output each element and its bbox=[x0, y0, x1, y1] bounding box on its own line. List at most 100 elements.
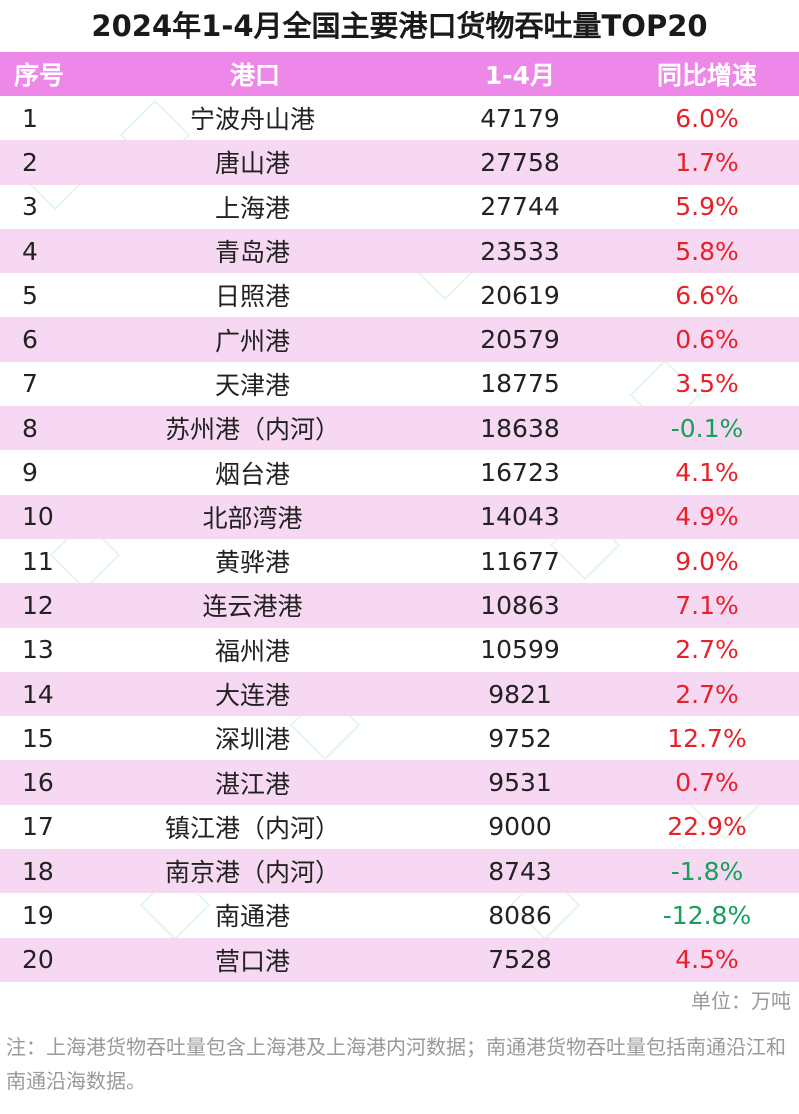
volume-cell: 8743 bbox=[488, 856, 552, 886]
port-cell: 深圳港 bbox=[214, 725, 290, 755]
rank-cell: 5 bbox=[22, 280, 38, 310]
yoy-cell: 5.8% bbox=[675, 236, 739, 266]
table-row: 10 北部湾港 14043 4.9% bbox=[0, 494, 799, 539]
port-cell: 福州港 bbox=[214, 636, 290, 666]
table-row: 9 烟台港 16723 4.1% bbox=[0, 450, 799, 494]
yoy-cell: 4.5% bbox=[675, 945, 739, 975]
table-row: 15 深圳港 9752 12.7% bbox=[0, 716, 799, 760]
table-row: 1 宁波舟山港 47179 6.0% bbox=[0, 96, 799, 140]
header-volume: 1-4月 bbox=[484, 61, 556, 90]
table-row: 12 连云港港 10863 7.1% bbox=[0, 583, 799, 628]
table-row: 7 天津港 18775 3.5% bbox=[0, 362, 799, 406]
yoy-cell: 4.1% bbox=[675, 458, 739, 488]
table-row: 18 南京港（内河） 8743 -1.8% bbox=[0, 849, 799, 894]
table-row: 8 苏州港（内河） 18638 -0.1% bbox=[0, 406, 799, 451]
rank-cell: 11 bbox=[22, 546, 54, 576]
port-cell: 南通港 bbox=[214, 902, 290, 932]
rank-cell: 1 bbox=[22, 103, 38, 133]
yoy-cell: 6.6% bbox=[675, 280, 739, 310]
port-cell: 大连港 bbox=[214, 681, 290, 710]
table-row: 2 唐山港 27758 1.7% bbox=[0, 140, 799, 185]
yoy-cell: 3.5% bbox=[675, 369, 739, 399]
rank-cell: 14 bbox=[22, 679, 54, 709]
table-body: 1 宁波舟山港 47179 6.0% 2 唐山港 27758 1.7% 3 上海港 27744 5.9… bbox=[0, 96, 799, 982]
volume-cell: 10599 bbox=[480, 635, 560, 665]
volume-cell: 16723 bbox=[480, 458, 560, 488]
table-row: 16 湛江港 9531 0.7% bbox=[0, 760, 799, 805]
rank-cell: 4 bbox=[22, 236, 38, 266]
port-cell: 天津港 bbox=[214, 370, 290, 400]
rank-cell: 18 bbox=[22, 856, 54, 886]
yoy-cell: 0.6% bbox=[675, 325, 739, 355]
volume-cell: 9531 bbox=[488, 768, 552, 798]
yoy-cell: 2.7% bbox=[675, 679, 739, 709]
port-cell: 烟台港 bbox=[214, 459, 290, 489]
volume-cell: 9821 bbox=[488, 679, 552, 709]
rank-cell: 13 bbox=[22, 635, 54, 665]
ports-table: 序号 港口 1-4月 同比增速 1 宁波舟山港 47179 6.0% 2 唐山港 27758… bbox=[0, 52, 799, 982]
rank-cell: 12 bbox=[22, 590, 54, 620]
rank-cell: 8 bbox=[22, 413, 38, 443]
port-cell: 日照港 bbox=[214, 282, 290, 312]
port-cell: 南京港（内河） bbox=[164, 858, 340, 888]
yoy-cell: 4.9% bbox=[675, 502, 739, 532]
table-header: 序号 港口 1-4月 同比增速 bbox=[0, 52, 799, 96]
port-cell: 青岛港 bbox=[214, 238, 290, 268]
port-cell: 连云港港 bbox=[202, 592, 303, 622]
volume-cell: 9752 bbox=[488, 723, 552, 753]
volume-cell: 47179 bbox=[480, 103, 560, 133]
port-cell: 湛江港 bbox=[214, 769, 290, 799]
rank-cell: 7 bbox=[22, 369, 38, 399]
rank-cell: 17 bbox=[22, 812, 54, 842]
volume-cell: 18638 bbox=[480, 413, 560, 443]
page-title: 2024年1-4月全国主要港口货物吞吐量TOP20 bbox=[91, 9, 708, 43]
volume-cell: 8086 bbox=[488, 900, 552, 930]
rank-cell: 2 bbox=[22, 147, 38, 177]
yoy-cell: 2.7% bbox=[675, 635, 739, 665]
port-cell: 广州港 bbox=[214, 326, 290, 356]
port-cell: 北部湾港 bbox=[202, 503, 303, 533]
rank-cell: 3 bbox=[22, 192, 38, 222]
port-cell: 镇江港（内河） bbox=[164, 813, 340, 843]
volume-cell: 14043 bbox=[480, 502, 560, 532]
port-cell: 苏州港（内河） bbox=[164, 415, 340, 445]
yoy-cell: 9.0% bbox=[675, 546, 739, 576]
table-row: 5 日照港 20619 6.6% bbox=[0, 273, 799, 317]
yoy-cell: 6.0% bbox=[675, 103, 739, 133]
table-row: 20 营口港 7528 4.5% bbox=[0, 937, 799, 982]
rank-cell: 20 bbox=[22, 945, 54, 975]
volume-cell: 27744 bbox=[480, 192, 560, 222]
yoy-cell: -12.8% bbox=[662, 900, 752, 930]
yoy-cell: 0.7% bbox=[675, 768, 739, 798]
volume-cell: 9000 bbox=[488, 812, 552, 842]
rank-cell: 10 bbox=[22, 502, 54, 532]
header-yoy: 同比增速 bbox=[656, 61, 757, 90]
port-cell: 营口港 bbox=[214, 946, 290, 976]
yoy-cell: 22.9% bbox=[667, 812, 747, 842]
rank-cell: 19 bbox=[22, 900, 54, 930]
table-row: 19 南通港 8086 -12.8% bbox=[0, 893, 799, 937]
port-cell: 唐山港 bbox=[214, 149, 290, 179]
port-cell: 宁波舟山港 bbox=[189, 105, 315, 135]
rank-cell: 9 bbox=[22, 458, 38, 488]
yoy-cell: 5.9% bbox=[675, 192, 739, 222]
volume-cell: 23533 bbox=[480, 236, 560, 266]
header-rank: 序号 bbox=[13, 61, 64, 90]
header-port: 港口 bbox=[229, 61, 280, 90]
yoy-cell: 7.1% bbox=[675, 590, 739, 620]
volume-cell: 20579 bbox=[480, 325, 560, 355]
port-cell: 黄骅港 bbox=[214, 548, 290, 578]
port-cell: 上海港 bbox=[214, 193, 290, 223]
yoy-cell: -0.1% bbox=[670, 413, 744, 443]
table-row: 6 广州港 20579 0.6% bbox=[0, 317, 799, 362]
unit-label: 单位：万吨 bbox=[691, 989, 791, 1013]
footnote: 注：上海港货物吞吐量包含上海港及上海港内河数据；南通港货物吞吐量包括南通沿江和南… bbox=[6, 1035, 786, 1093]
rank-cell: 16 bbox=[22, 768, 54, 798]
table-row: 14 大连港 9821 2.7% bbox=[0, 671, 799, 717]
yoy-cell: -1.8% bbox=[670, 856, 744, 886]
volume-cell: 11677 bbox=[480, 546, 560, 576]
volume-cell: 18775 bbox=[480, 369, 560, 399]
yoy-cell: 1.7% bbox=[675, 147, 739, 177]
volume-cell: 10863 bbox=[480, 590, 560, 620]
volume-cell: 27758 bbox=[480, 147, 560, 177]
